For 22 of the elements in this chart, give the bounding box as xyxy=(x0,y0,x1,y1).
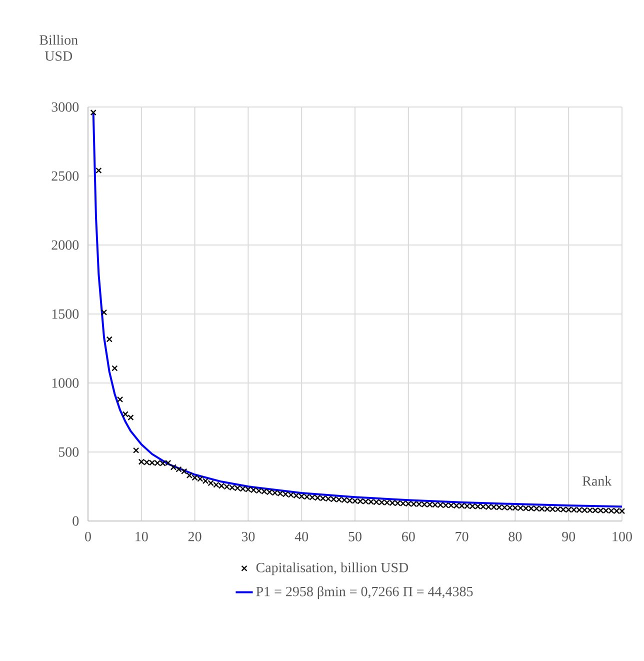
x-tick-label: 10 xyxy=(136,532,148,542)
legend-label: Capitalisation, billion USD xyxy=(256,562,408,576)
y-tick-label: 500 xyxy=(58,447,79,457)
x-tick-label: 20 xyxy=(188,532,202,542)
x-tick-label: 50 xyxy=(348,532,362,542)
y-tick-label: 2000 xyxy=(52,240,79,250)
x-axis-title: Rank xyxy=(582,476,612,486)
x-tick-label: 40 xyxy=(294,532,308,542)
y-tick-label: 3000 xyxy=(52,102,79,112)
x-tick-label: 70 xyxy=(456,532,468,542)
x-tick-label: 0 xyxy=(85,532,91,542)
x-tick-label: 30 xyxy=(242,532,255,542)
legend-label: P1 = 2958 βmin = 0,7266 Π = 44,4385 xyxy=(256,586,473,600)
y-tick-label: 1000 xyxy=(52,378,79,388)
x-tick-label: 60 xyxy=(402,532,415,542)
y-tick-label: 1500 xyxy=(52,309,79,319)
y-tick-label: 0 xyxy=(72,516,79,526)
y-tick-label: 2500 xyxy=(52,171,79,181)
y-axis-title: Billion USD xyxy=(40,34,78,61)
x-tick-label: 100 xyxy=(612,532,632,542)
x-tick-label: 80 xyxy=(508,532,522,542)
x-tick-label: 90 xyxy=(562,532,576,542)
